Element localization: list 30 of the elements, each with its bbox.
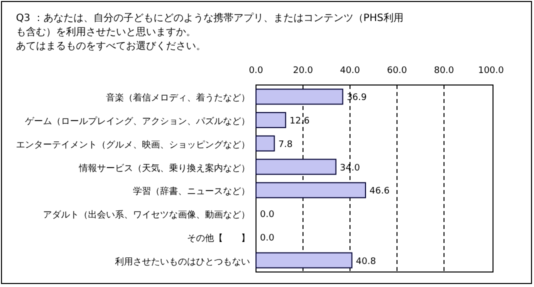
bar: [256, 252, 352, 268]
y-tick-label: アダルト（出会い系、ワイセツな画像、動画など）: [43, 210, 250, 221]
bar: [256, 112, 286, 128]
x-tick-label: 20.0: [292, 66, 314, 76]
data-label: 46.6: [370, 186, 390, 197]
y-tick-label: エンターテイメント（グルメ、映画、ショッピングなど）: [16, 139, 250, 150]
data-label: 34.0: [340, 163, 360, 174]
x-tick-label: 60.0: [386, 66, 408, 76]
y-tick-label: 音楽（着信メロディ、着うたなど）: [106, 92, 250, 104]
y-tick-label: ゲーム（ロールプレイング、アクション、パズルなど）: [25, 116, 250, 128]
chart-title: Q3 ：あなたは、自分の子どもにどのような携帯アプリ、またはコンテンツ（PHS利用も含む）を利用させたいと思いますか。: [16, 12, 404, 40]
y-tick-label: 情報サービス（天気、乗り換え案内など）: [78, 162, 250, 174]
data-label: 12.6: [290, 116, 310, 127]
text: あてはまるものをすべてお選びください。: [16, 40, 206, 54]
bar: [256, 135, 275, 152]
data-label: 0.0: [260, 210, 275, 220]
x-tick-label: 40.0: [340, 66, 360, 76]
x-tick-label: 80.0: [434, 66, 454, 76]
data-label: 7.8: [278, 140, 293, 150]
bar: [256, 158, 336, 175]
bar: [256, 182, 366, 198]
y-tick-label: 学習（辞書、ニュースなど）: [133, 186, 250, 198]
x-tick-label: 0.0: [248, 66, 264, 76]
data-label: 0.0: [260, 233, 275, 244]
bar: [256, 88, 344, 105]
y-tick-label: その他【 】: [187, 232, 250, 244]
data-label: 36.9: [346, 93, 368, 104]
y-tick-label: 利用させたいものはひとつもない: [115, 256, 250, 268]
data-label: 40.8: [356, 256, 376, 267]
x-tick-label: 100.0: [478, 66, 504, 76]
